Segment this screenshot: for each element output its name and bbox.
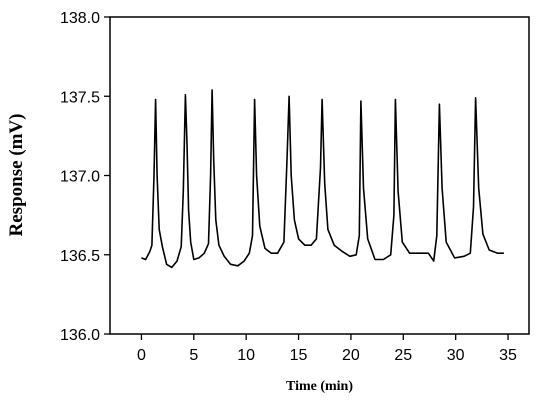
- y-axis-title: Response (mV): [6, 114, 27, 237]
- y-tick-label: 137.0: [60, 169, 100, 186]
- y-tick-label: 138.0: [60, 10, 100, 27]
- y-tick-label: 137.5: [60, 89, 100, 106]
- x-tick-label: 10: [237, 347, 255, 364]
- y-tick-label: 136.5: [60, 248, 100, 265]
- x-tick-label: 20: [342, 347, 360, 364]
- x-axis-title: Time (min): [286, 379, 353, 394]
- x-tick-label: 35: [499, 347, 517, 364]
- response-series-line: [141, 89, 504, 269]
- x-tick-label: 30: [447, 347, 465, 364]
- x-tick-label: 25: [394, 347, 412, 364]
- x-tick-label: 5: [189, 347, 198, 364]
- x-tick-label: 0: [137, 347, 146, 364]
- y-tick-label: 136.0: [60, 327, 100, 344]
- x-tick-label: 15: [290, 347, 308, 364]
- y-axis: 136.0 136.5 137.0 137.5 138.0: [60, 10, 110, 344]
- x-axis: 0 5 10 15 20 25 30 35: [137, 334, 517, 364]
